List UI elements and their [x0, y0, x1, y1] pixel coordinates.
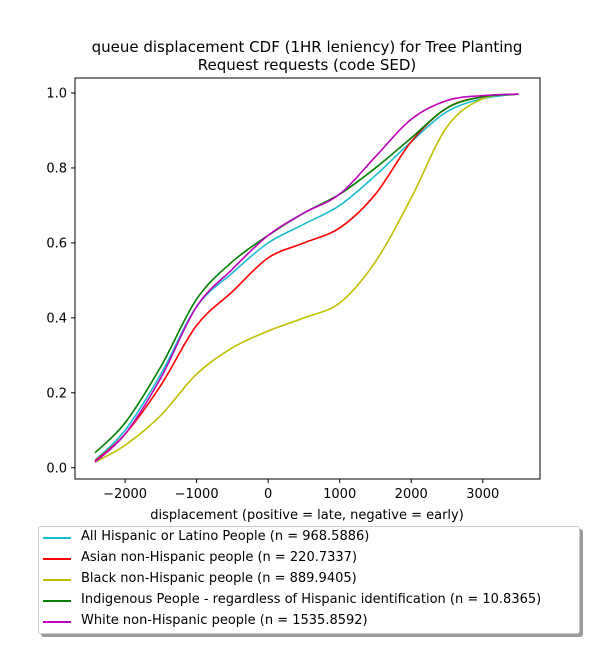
legend-item: White non-Hispanic people (n = 1535.8592…	[39, 611, 579, 632]
legend: All Hispanic or Latino People (n = 968.5…	[38, 526, 580, 634]
chart-title-line-2: Request requests (code SED)	[198, 56, 417, 74]
x-axis-label: displacement (positive = late, negative …	[150, 508, 464, 523]
x-tick-label: 1000	[323, 487, 356, 502]
x-tick-label: 3000	[466, 487, 499, 502]
legend-label: Black non-Hispanic people (n = 889.9405)	[81, 571, 357, 586]
legend-label: Asian non-Hispanic people (n = 220.7337)	[81, 550, 358, 565]
y-tick-label: 0.4	[46, 311, 67, 326]
x-tick-label: 2000	[395, 487, 428, 502]
chart-title-line-1: queue displacement CDF (1HR leniency) fo…	[92, 38, 523, 56]
series-line-1	[94, 93, 519, 462]
plot-area-frame	[74, 77, 541, 480]
y-tick-label: 0.8	[46, 161, 67, 176]
x-tick-label: −2000	[103, 487, 147, 502]
series-line-4	[94, 93, 519, 463]
legend-swatch	[43, 537, 71, 539]
legend-swatch	[43, 600, 71, 602]
y-tick-label: 0.6	[46, 236, 67, 251]
x-tick-label: −1000	[175, 487, 219, 502]
x-tick-label: 0	[264, 487, 272, 502]
legend-item: Black non-Hispanic people (n = 889.9405)	[39, 569, 579, 590]
legend-item: Indigenous People - regardless of Hispan…	[39, 590, 579, 611]
y-axis-ticks: 0.0 0.2 0.4 0.6 0.8 1.0	[46, 86, 75, 476]
series-line-2	[94, 93, 519, 463]
legend-label: White non-Hispanic people (n = 1535.8592…	[81, 613, 368, 628]
legend-swatch	[43, 579, 71, 581]
x-axis-ticks: −2000 −1000 0 1000 2000 3000	[103, 479, 499, 502]
series-line-0	[94, 93, 519, 461]
series-line-3	[94, 93, 519, 454]
legend-label: All Hispanic or Latino People (n = 968.5…	[81, 529, 370, 544]
y-tick-label: 0.0	[46, 461, 67, 476]
legend-swatch	[43, 621, 71, 623]
legend-item: Asian non-Hispanic people (n = 220.7337)	[39, 548, 579, 569]
y-tick-label: 0.2	[46, 386, 67, 401]
y-tick-label: 1.0	[46, 86, 67, 101]
legend-label: Indigenous People - regardless of Hispan…	[81, 592, 542, 607]
legend-swatch	[43, 558, 71, 560]
legend-item: All Hispanic or Latino People (n = 968.5…	[39, 527, 579, 548]
series-layer	[94, 93, 519, 463]
